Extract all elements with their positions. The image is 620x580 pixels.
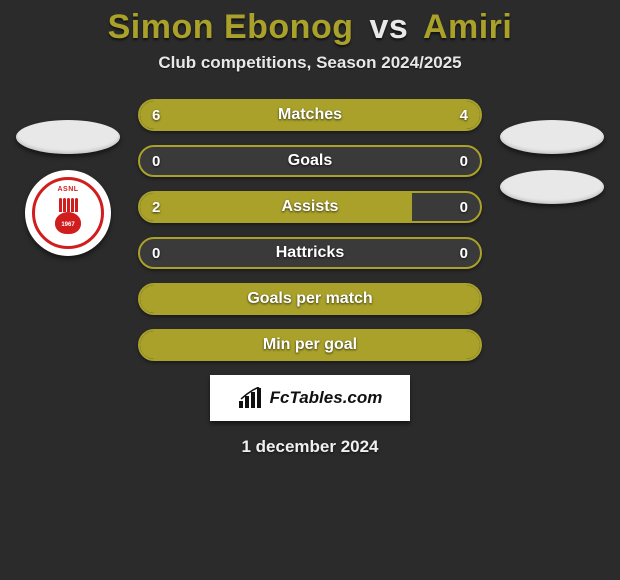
stat-value-right: 0	[460, 147, 468, 175]
source-logo-text: FcTables.com	[270, 388, 383, 408]
stat-row: Min per goal	[138, 329, 482, 361]
bar-fill-left	[140, 101, 344, 129]
right-column	[492, 120, 612, 204]
stat-label: Goals	[140, 147, 480, 175]
club-badge-year: 1967	[61, 222, 74, 228]
player2-club-silhouette-icon	[500, 170, 604, 204]
bar-fill-right	[344, 101, 480, 129]
stat-row: 20Assists	[138, 191, 482, 223]
bar-fill	[140, 331, 480, 359]
comparison-card: Simon Ebonog vs Amiri Club competitions,…	[0, 0, 620, 580]
stat-row: 64Matches	[138, 99, 482, 131]
player1-club-badge: ASNL 1967	[25, 170, 111, 256]
stat-value-left: 0	[152, 147, 160, 175]
thistle-icon: 1967	[50, 198, 86, 234]
stat-value-left: 0	[152, 239, 160, 267]
vs-label: vs	[369, 8, 408, 46]
date-label: 1 december 2024	[0, 437, 620, 457]
bar-fill-left	[140, 193, 412, 221]
player2-name: Amiri	[423, 8, 512, 46]
page-title: Simon Ebonog vs Amiri	[0, 8, 620, 47]
subtitle: Club competitions, Season 2024/2025	[0, 53, 620, 73]
left-column: ASNL 1967	[8, 120, 128, 256]
stat-value-right: 0	[460, 193, 468, 221]
player1-silhouette-icon	[16, 120, 120, 154]
stat-row: 0 0Goals	[138, 145, 482, 177]
club-badge-inner: ASNL 1967	[32, 177, 104, 249]
player1-name: Simon Ebonog	[108, 8, 354, 46]
stat-row: Goals per match	[138, 283, 482, 315]
club-badge-text: ASNL	[35, 186, 101, 193]
fctables-icon	[238, 387, 264, 409]
stat-bars: 64Matches00Goals20Assists00HattricksGoal…	[138, 99, 482, 361]
player2-silhouette-icon	[500, 120, 604, 154]
source-logo: FcTables.com	[210, 375, 410, 421]
stat-row: 0 0Hattricks	[138, 237, 482, 269]
stat-label: Hattricks	[140, 239, 480, 267]
stat-value-right: 0	[460, 239, 468, 267]
bar-fill	[140, 285, 480, 313]
